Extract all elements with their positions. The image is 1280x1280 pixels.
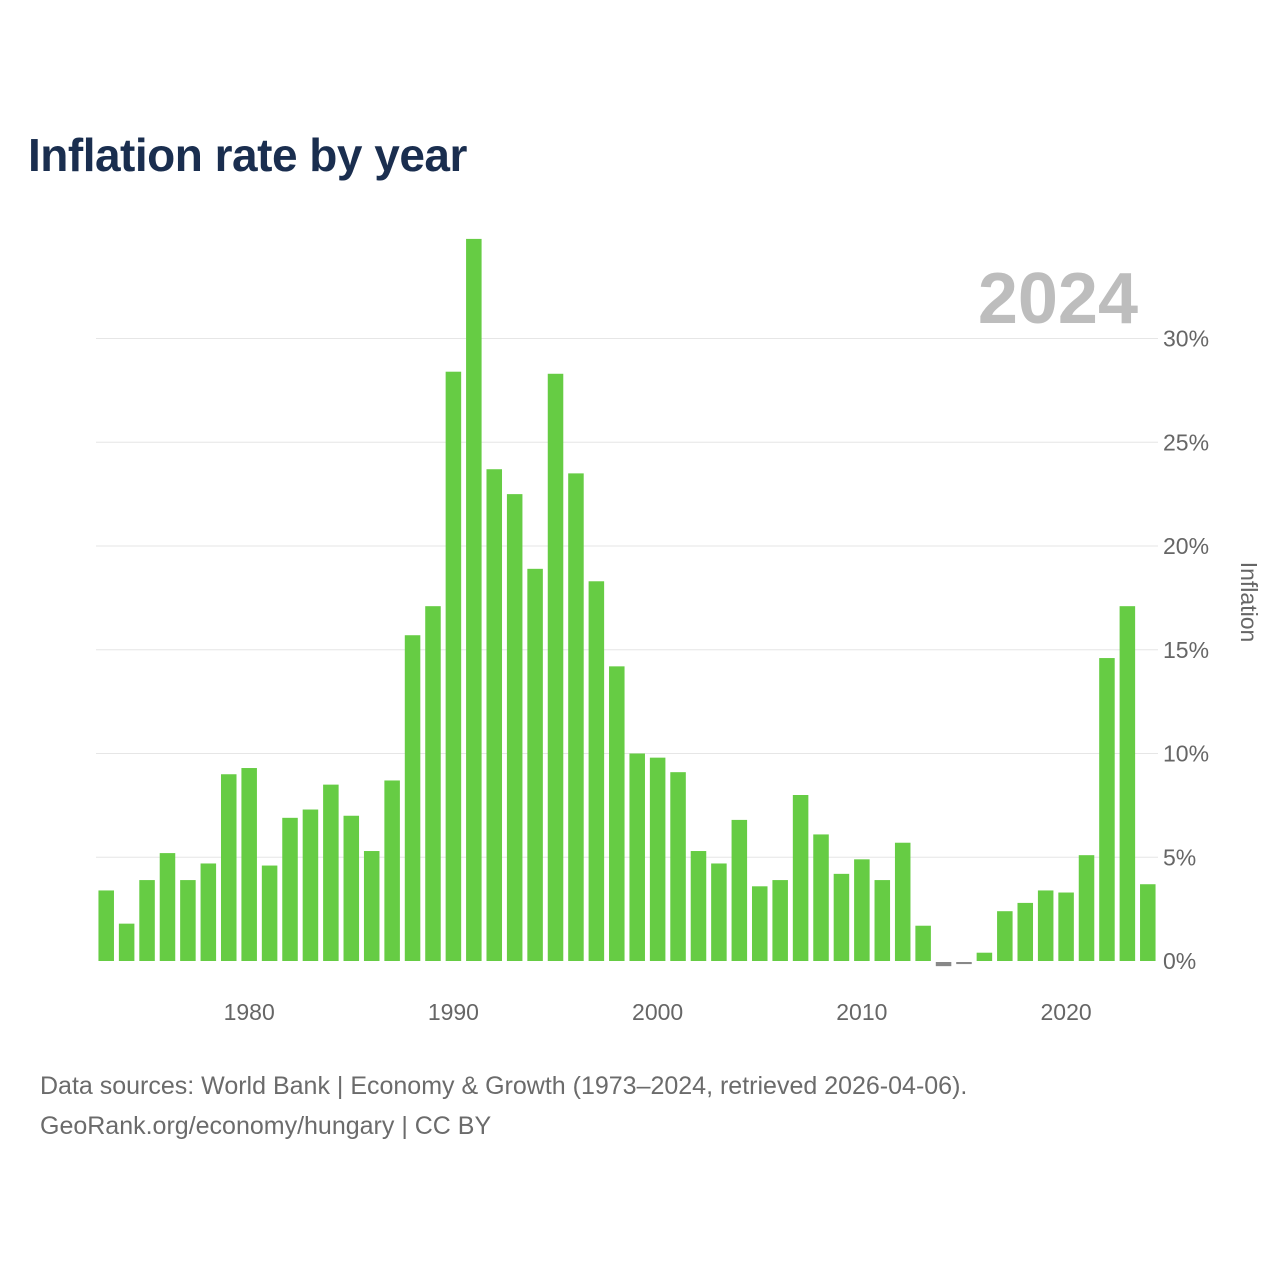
year-watermark: 2024 xyxy=(978,259,1138,339)
bar-1977 xyxy=(180,880,196,961)
y-tick-label: 15% xyxy=(1163,637,1209,663)
bar-1983 xyxy=(302,809,319,961)
source-line-2: GeoRank.org/economy/hungary | CC BY xyxy=(40,1112,492,1140)
bar-2005 xyxy=(751,886,768,961)
x-tick-label: 1990 xyxy=(428,999,479,1025)
bar-1981 xyxy=(261,865,278,961)
bar-1989 xyxy=(425,606,441,961)
bar-2011 xyxy=(874,880,891,961)
bar-1995 xyxy=(547,373,564,961)
bar-2007 xyxy=(792,795,809,961)
x-tick-label: 2000 xyxy=(632,999,683,1025)
y-tick-label: 5% xyxy=(1163,844,1196,870)
bar-2006 xyxy=(772,880,788,961)
bar-1986 xyxy=(363,851,380,961)
chart-title: Inflation rate by year xyxy=(28,129,467,181)
bar-2016 xyxy=(976,952,993,961)
y-tick-label: 25% xyxy=(1163,429,1209,455)
y-axis-label: Inflation xyxy=(1236,562,1262,643)
bar-2000 xyxy=(649,757,666,961)
bar-1997 xyxy=(588,581,605,961)
bar-1998 xyxy=(609,666,625,961)
bar-1988 xyxy=(404,635,421,961)
bar-1990 xyxy=(445,371,462,961)
bar-2001 xyxy=(670,772,686,961)
gridlines xyxy=(96,338,1158,858)
bar-1978 xyxy=(200,863,217,961)
bar-2010 xyxy=(854,859,870,961)
bar-2004 xyxy=(731,819,748,961)
bar-1987 xyxy=(384,780,400,961)
y-tick-label: 0% xyxy=(1163,948,1196,974)
bars xyxy=(98,238,1156,967)
bar-2009 xyxy=(833,873,850,961)
source-line-1: Data sources: World Bank | Economy & Gro… xyxy=(40,1072,968,1100)
bar-1991 xyxy=(466,238,482,961)
x-tick-label: 2010 xyxy=(836,999,887,1025)
x-tick-label: 2020 xyxy=(1041,999,1092,1025)
bar-2015 xyxy=(956,962,972,965)
bar-2017 xyxy=(997,911,1013,961)
y-axis-ticks: 0% 5% 10% 15% 20% 25% 30% xyxy=(1163,326,1209,975)
bar-2003 xyxy=(711,863,727,961)
y-tick-label: 20% xyxy=(1163,533,1209,559)
bar-2012 xyxy=(894,842,911,961)
bar-1982 xyxy=(282,817,298,961)
bar-2014 xyxy=(935,962,952,967)
bar-1994 xyxy=(527,568,543,961)
bar-1993 xyxy=(506,494,523,961)
bar-1980 xyxy=(241,768,257,961)
bar-1996 xyxy=(568,473,584,961)
bar-1979 xyxy=(220,774,237,961)
bar-2023 xyxy=(1119,606,1136,961)
x-axis-ticks: 1980 1990 2000 2010 2020 xyxy=(224,999,1092,1025)
bar-1974 xyxy=(118,923,135,961)
bar-2024 xyxy=(1140,884,1156,961)
bar-2022 xyxy=(1099,658,1115,961)
bar-1985 xyxy=(343,815,360,961)
bar-1973 xyxy=(98,890,114,961)
bar-1999 xyxy=(629,753,645,961)
bar-2018 xyxy=(1017,902,1034,961)
y-tick-label: 10% xyxy=(1163,741,1209,767)
x-tick-label: 1980 xyxy=(224,999,275,1025)
bar-2020 xyxy=(1058,892,1074,961)
bar-1984 xyxy=(323,784,339,961)
bar-1975 xyxy=(139,880,155,961)
bar-2013 xyxy=(915,925,931,961)
bar-2019 xyxy=(1037,890,1054,961)
bar-2008 xyxy=(813,834,829,961)
y-tick-label: 30% xyxy=(1163,326,1209,352)
bar-2021 xyxy=(1078,855,1095,961)
bar-2002 xyxy=(690,851,707,961)
bar-1992 xyxy=(486,469,503,961)
source-note: Data sources: World Bank | Economy & Gro… xyxy=(40,1066,967,1146)
bar-1976 xyxy=(159,853,176,961)
